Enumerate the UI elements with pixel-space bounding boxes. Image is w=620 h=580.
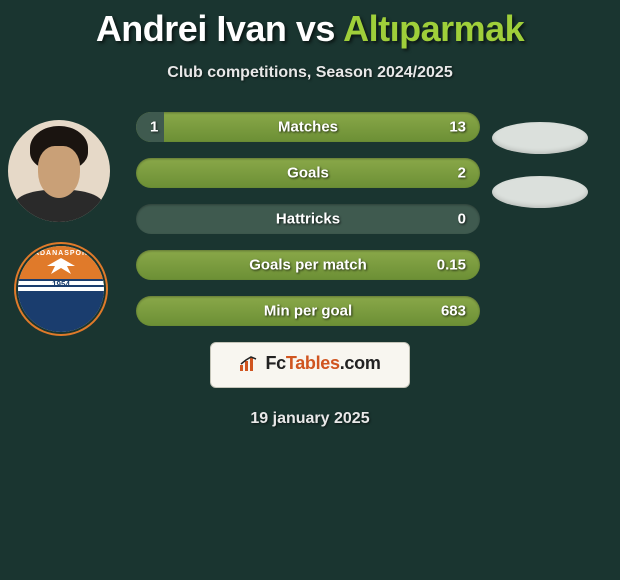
stats-bars: 1Matches13 Goals2 Hattricks0 Goals per matc… — [136, 112, 480, 326]
stat-right-value: 683 — [441, 303, 466, 320]
eagle-icon — [39, 256, 83, 276]
stat-row-0: 1Matches13 — [136, 112, 480, 142]
player1-avatar — [8, 120, 110, 222]
content-area: ADANASPOR 1954 1Matches13Goals2Hattricks… — [0, 112, 620, 326]
title-player1: Andrei Ivan — [96, 8, 287, 49]
stat-row-1: Goals2 — [136, 158, 480, 188]
avatar-column: ADANASPOR 1954 — [8, 112, 118, 332]
bar-chart-icon — [239, 356, 259, 377]
stat-label: Hattricks — [136, 211, 480, 228]
logo-tables: Tables — [286, 353, 340, 373]
page-title: Andrei Ivan vs Altıparmak — [0, 0, 620, 50]
logo-com: .com — [340, 353, 381, 373]
title-vs: vs — [296, 8, 335, 49]
stat-right-value: 2 — [458, 165, 466, 182]
stat-label: Goals per match — [136, 257, 480, 274]
title-player2: Altıparmak — [343, 8, 524, 49]
stat-row-2: Hattricks0 — [136, 204, 480, 234]
stat-right-value: 0.15 — [437, 257, 466, 274]
footer-date: 19 january 2025 — [0, 410, 620, 428]
logo-fc: Fc — [265, 353, 285, 373]
footer: FcTables.com 19 january 2025 — [0, 342, 620, 428]
stat-label: Matches — [136, 119, 480, 136]
stat-label: Goals — [136, 165, 480, 182]
stat-row-3: Goals per match0.15 — [136, 250, 480, 280]
player2-badge-placeholder — [492, 176, 588, 208]
stat-right-value: 0 — [458, 211, 466, 228]
stat-right-value: 13 — [449, 119, 466, 136]
club-badge: ADANASPOR 1954 — [18, 246, 104, 332]
fctables-logo: FcTables.com — [210, 342, 409, 388]
right-oval-column — [492, 122, 602, 230]
stat-label: Min per goal — [136, 303, 480, 320]
player2-avatar-placeholder — [492, 122, 588, 154]
badge-year: 1954 — [18, 280, 104, 289]
stat-row-4: Min per goal683 — [136, 296, 480, 326]
subtitle: Club competitions, Season 2024/2025 — [0, 64, 620, 82]
